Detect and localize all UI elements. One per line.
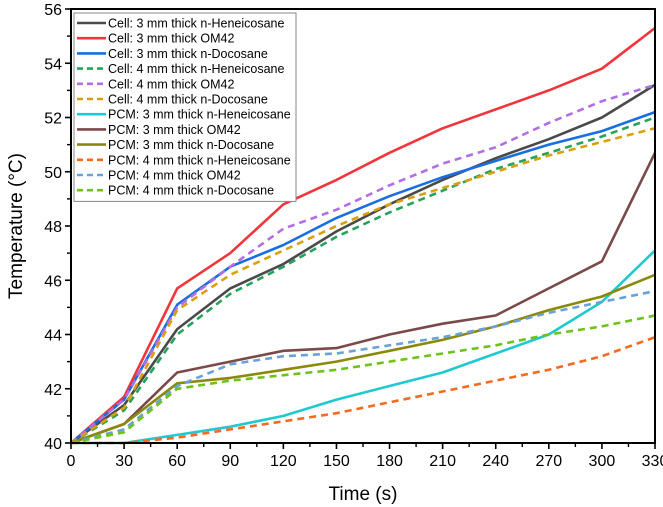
y-tick-label: 44 bbox=[44, 328, 62, 345]
y-tick-label: 48 bbox=[44, 219, 62, 236]
legend-label: PCM: 3 mm thick n-Heneicosane bbox=[108, 108, 291, 122]
y-tick-label: 50 bbox=[44, 165, 62, 182]
legend-label: PCM: 3 mm thick OM42 bbox=[108, 123, 241, 137]
y-tick-label: 46 bbox=[44, 273, 62, 290]
series-line-10 bbox=[71, 335, 656, 445]
legend-label: PCM: 4 mm thick OM42 bbox=[108, 169, 241, 183]
x-axis-title: Time (s) bbox=[329, 484, 398, 505]
y-tick-label: 54 bbox=[44, 56, 62, 73]
legend-label: Cell: 4 mm thick n-Heneicosane bbox=[108, 62, 285, 76]
series-line-4 bbox=[70, 116, 656, 445]
legend-label: Cell: 3 mm thick n-Heneicosane bbox=[108, 17, 285, 31]
x-tick-label: 150 bbox=[323, 453, 350, 470]
legend-label: Cell: 4 mm thick OM42 bbox=[108, 77, 234, 91]
x-tick-label: 120 bbox=[270, 453, 297, 470]
legend-label: Cell: 3 mm thick n-Docosane bbox=[108, 47, 268, 61]
legend-box bbox=[73, 12, 297, 202]
x-tick-label: 300 bbox=[589, 453, 616, 470]
series-line-5 bbox=[70, 83, 656, 445]
y-axis-title: Temperature (°C) bbox=[6, 153, 27, 299]
axes-layer: 0 30 60 90 120 150 180 210 240 270 300 330 40 42 44 46 4… bbox=[44, 2, 663, 470]
x-tick-label: 270 bbox=[535, 453, 562, 470]
y-tick-label: 56 bbox=[44, 2, 62, 19]
series-line-2 bbox=[70, 26, 656, 444]
x-tick-label: 180 bbox=[376, 453, 403, 470]
legend-label: Cell: 4 mm thick n-Docosane bbox=[108, 93, 268, 107]
x-tick-label: 240 bbox=[482, 453, 509, 470]
series-line-8 bbox=[70, 152, 657, 445]
x-tick-label: 30 bbox=[115, 453, 133, 470]
series-layer bbox=[70, 26, 657, 445]
x-tick-label: 210 bbox=[429, 453, 456, 470]
series-line-12 bbox=[70, 314, 656, 445]
x-tick-label: 90 bbox=[221, 453, 239, 470]
legend-label: PCM: 4 mm thick n-Heneicosane bbox=[108, 153, 291, 167]
series-line-9 bbox=[70, 273, 656, 445]
x-tick-label: 330 bbox=[642, 453, 663, 470]
legend-label: PCM: 4 mm thick n-Docosane bbox=[108, 184, 274, 198]
x-tick-label: 0 bbox=[67, 453, 76, 470]
y-tick-label: 42 bbox=[44, 382, 62, 399]
legend-label: Cell: 3 mm thick OM42 bbox=[108, 32, 234, 46]
series-line-6 bbox=[70, 127, 656, 445]
series-line-1 bbox=[70, 83, 656, 445]
series-line-7 bbox=[71, 249, 656, 445]
y-tick-label: 40 bbox=[44, 436, 62, 453]
legend-label: PCM: 3 mm thick n-Docosane bbox=[108, 138, 274, 152]
series-line-11 bbox=[70, 289, 656, 445]
x-tick-label: 60 bbox=[168, 453, 186, 470]
y-tick-label: 52 bbox=[44, 111, 62, 128]
